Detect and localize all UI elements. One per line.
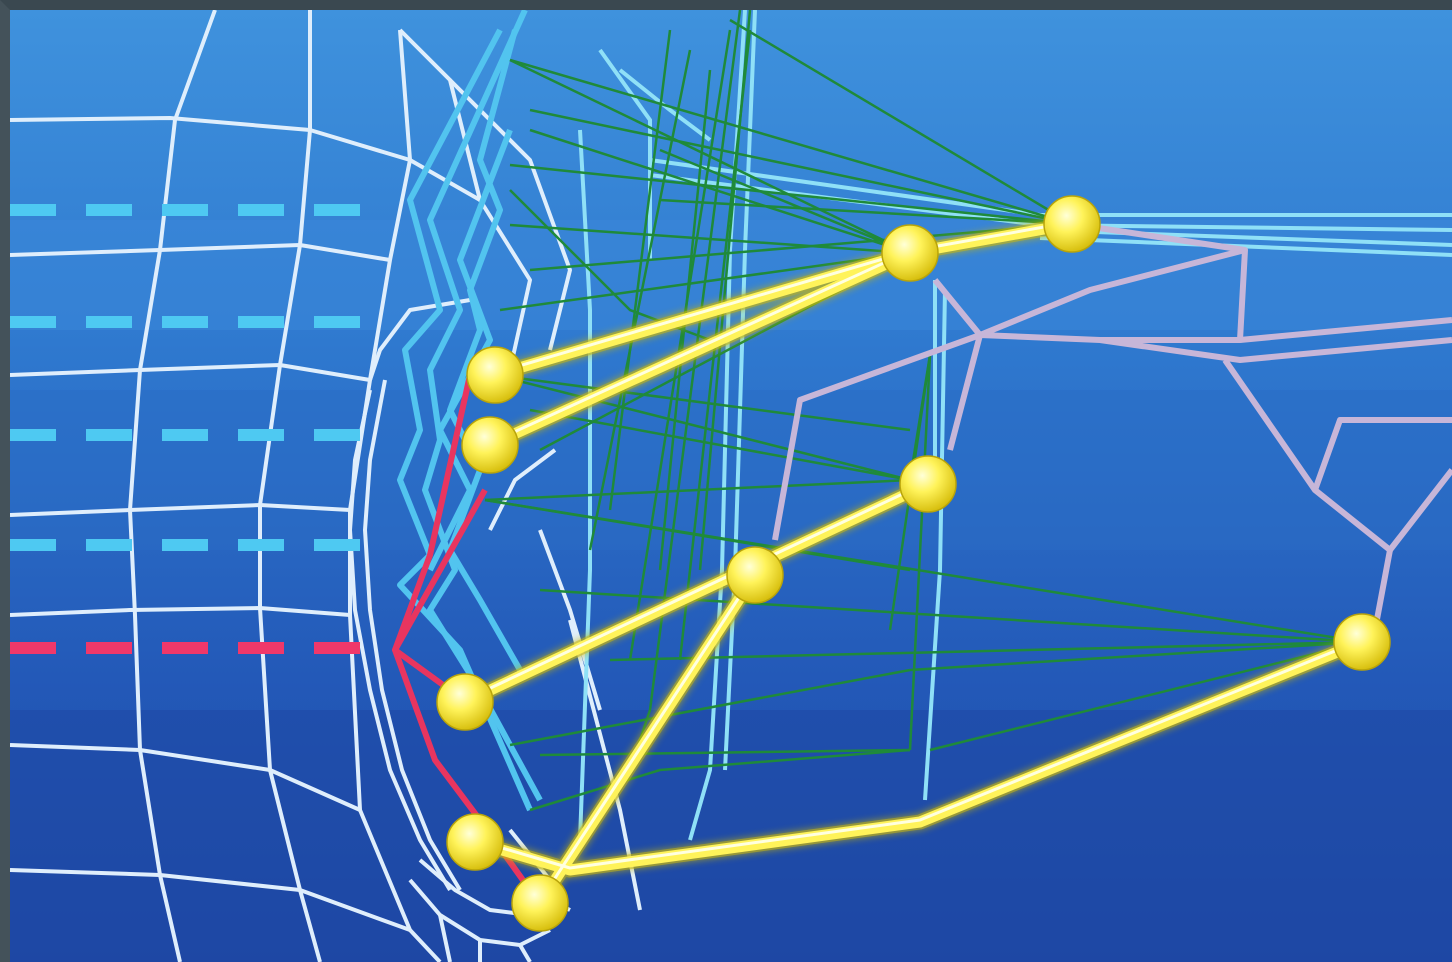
joint-marker: [1043, 195, 1101, 253]
head-wireframe-mesh: [10, 10, 642, 962]
background-band: [10, 710, 1452, 962]
background-band: [10, 390, 1452, 550]
joint-marker: [466, 346, 524, 404]
joint-marker: [446, 813, 504, 871]
joint-marker: [881, 224, 939, 282]
joint-markers: [436, 195, 1391, 932]
wireframe-illustration: [10, 10, 1452, 962]
joint-marker: [461, 416, 519, 474]
joint-marker: [511, 874, 569, 932]
joint-marker: [726, 546, 784, 604]
dashed-guide-lines: [10, 204, 390, 654]
yellow-bone-chain: [457, 216, 1370, 911]
lavender-hand-mesh: [772, 221, 1452, 631]
joint-marker: [899, 455, 957, 513]
joint-marker: [436, 673, 494, 731]
joint-marker: [1333, 613, 1391, 671]
background: [10, 10, 1452, 962]
green-rays: [484, 10, 1363, 812]
